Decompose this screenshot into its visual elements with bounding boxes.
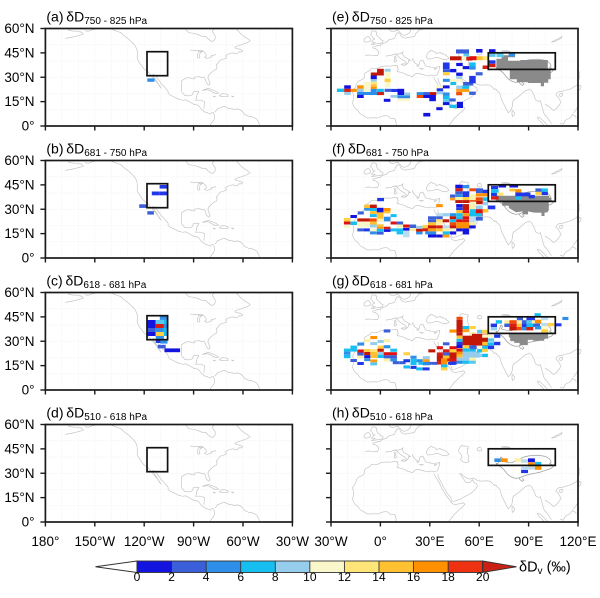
svg-text:0: 0	[134, 570, 141, 584]
svg-text:0°: 0°	[22, 119, 35, 134]
svg-text:2: 2	[168, 570, 175, 584]
svg-text:8: 8	[272, 570, 279, 584]
svg-text:δDv (‰): δDv (‰)	[519, 560, 571, 578]
svg-text:6: 6	[237, 570, 244, 584]
svg-text:30°N: 30°N	[4, 334, 34, 349]
svg-text:4: 4	[203, 570, 210, 584]
svg-text:30°N: 30°N	[4, 70, 34, 85]
svg-text:15°N: 15°N	[4, 226, 34, 241]
svg-text:30°W: 30°W	[276, 534, 309, 549]
svg-text:0°: 0°	[22, 251, 35, 266]
svg-text:15°N: 15°N	[4, 94, 34, 109]
svg-text:45°N: 45°N	[4, 46, 34, 61]
svg-text:0°: 0°	[22, 383, 35, 398]
svg-text:30°E: 30°E	[415, 534, 444, 549]
svg-text:60°N: 60°N	[4, 153, 34, 168]
svg-text:16: 16	[407, 570, 421, 584]
svg-text:20: 20	[476, 570, 490, 584]
svg-text:30°N: 30°N	[4, 466, 34, 481]
svg-text:60°N: 60°N	[4, 417, 34, 432]
svg-text:14: 14	[372, 570, 386, 584]
svg-text:60°W: 60°W	[226, 534, 259, 549]
svg-text:60°N: 60°N	[4, 21, 34, 36]
svg-text:60°N: 60°N	[4, 285, 34, 300]
svg-text:10: 10	[303, 570, 317, 584]
svg-text:30°W: 30°W	[314, 534, 347, 549]
svg-text:45°N: 45°N	[4, 442, 34, 457]
svg-text:90°W: 90°W	[177, 534, 210, 549]
svg-text:45°N: 45°N	[4, 310, 34, 325]
svg-text:150°W: 150°W	[74, 534, 115, 549]
svg-text:12: 12	[338, 570, 352, 584]
svg-text:18: 18	[441, 570, 455, 584]
svg-text:0°: 0°	[374, 534, 387, 549]
svg-text:120°W: 120°W	[124, 534, 165, 549]
svg-text:60°E: 60°E	[464, 534, 493, 549]
svg-text:15°N: 15°N	[4, 358, 34, 373]
svg-text:90°E: 90°E	[514, 534, 543, 549]
svg-text:15°N: 15°N	[4, 490, 34, 505]
svg-text:45°N: 45°N	[4, 178, 34, 193]
svg-text:120°E: 120°E	[560, 534, 597, 549]
svg-text:180°: 180°	[31, 534, 59, 549]
svg-text:30°N: 30°N	[4, 202, 34, 217]
svg-text:0°: 0°	[22, 515, 35, 530]
